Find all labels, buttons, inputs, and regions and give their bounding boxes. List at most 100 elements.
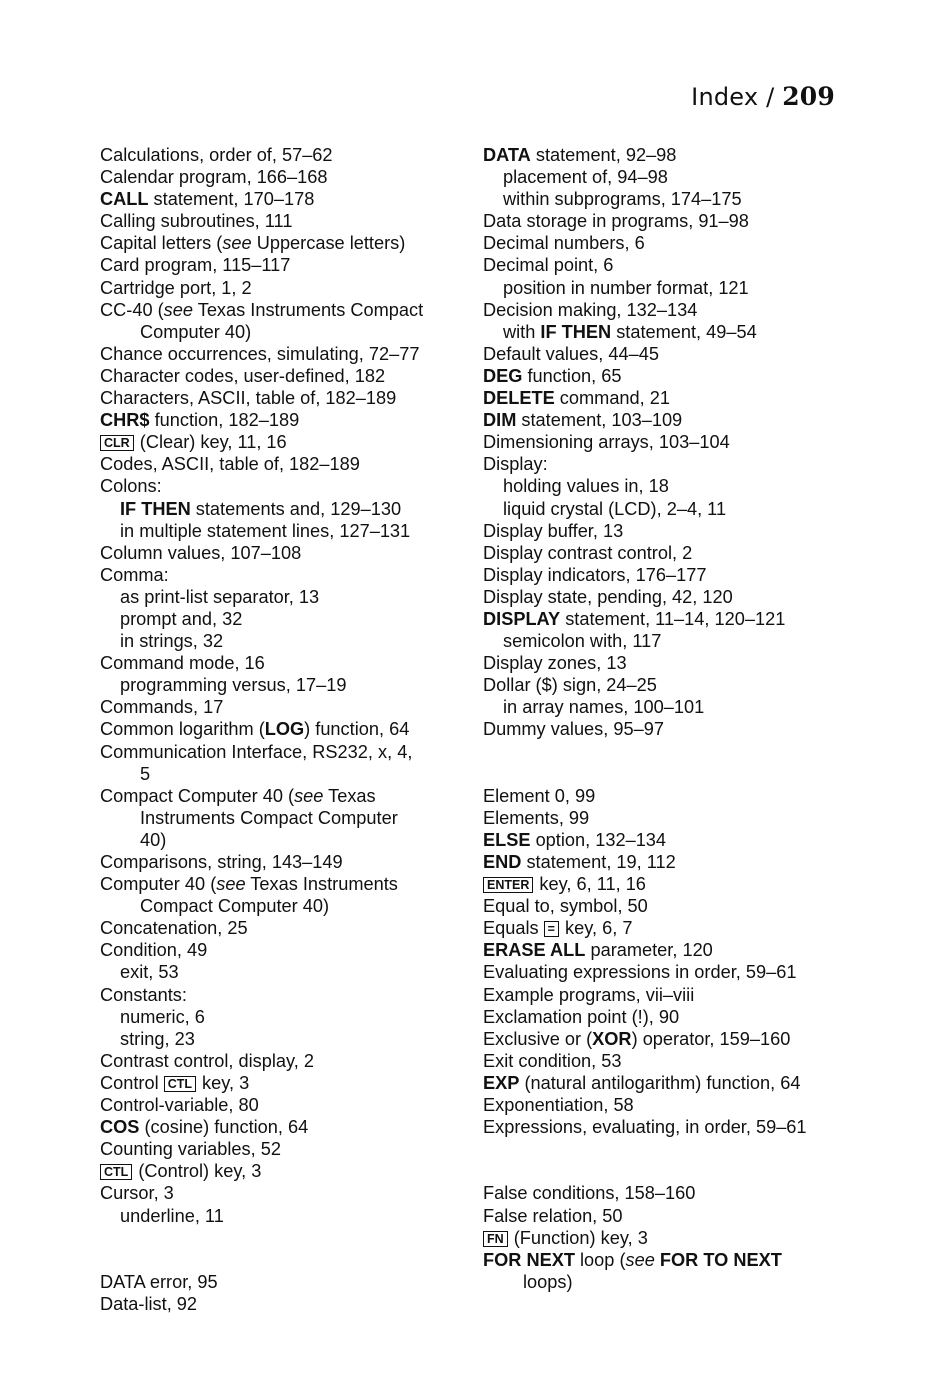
entry-text: Dummy values, 95–97 <box>483 719 664 740</box>
entry-text: Element 0, 99 <box>483 785 596 806</box>
entry-text: Exit condition, 53 <box>483 1050 622 1071</box>
entry-text: Display state, pending, 42, 120 <box>483 586 733 607</box>
index-subentry: programming versus, 17–19 <box>100 674 423 696</box>
entry-text: key, 6, 11, 16 <box>534 874 646 895</box>
index-subentry: as print-list separator, 13 <box>100 586 423 608</box>
index-entry: Cartridge port, 1, 2 <box>100 277 423 299</box>
entry-text: Display indicators, 176–177 <box>483 564 707 585</box>
entry-text: Colons: <box>100 476 162 497</box>
entry-text: semicolon with, 117 <box>503 631 662 652</box>
index-entry: CALL statement, 170–178 <box>100 188 423 210</box>
entry-text: (Function) key, 3 <box>508 1227 648 1248</box>
key-cap-icon: = <box>543 921 559 938</box>
entry-text: Counting variables, 52 <box>100 1139 281 1160</box>
running-header: Index / 209 <box>691 82 835 111</box>
index-entry: Exclamation point (!), 90 <box>483 1006 807 1028</box>
entry-text: in strings, 32 <box>120 631 224 652</box>
index-entry: FN (Function) key, 3 <box>483 1227 807 1249</box>
key-cap-icon: ENTER <box>483 877 534 894</box>
entry-text: loops) <box>523 1271 573 1292</box>
entry-text: function, 65 <box>522 365 622 386</box>
keyword-text: FOR TO NEXT <box>659 1249 782 1270</box>
entry-text: Texas <box>323 785 376 806</box>
entry-text: option, 132–134 <box>530 829 667 850</box>
index-entry: Codes, ASCII, table of, 182–189 <box>100 453 423 475</box>
entry-text: Decimal numbers, 6 <box>483 233 645 254</box>
index-entry: FOR NEXT loop (see FOR TO NEXT <box>483 1249 807 1271</box>
keyword-text: DEG <box>483 365 523 386</box>
index-entry: Display indicators, 176–177 <box>483 564 807 586</box>
keyword-text: COS <box>100 1117 140 1138</box>
index-entry: Element 0, 99 <box>483 785 807 807</box>
index-entry: DISPLAY statement, 11–14, 120–121 <box>483 608 807 630</box>
index-entry: CC-40 (see Texas Instruments Compact <box>100 299 423 321</box>
index-entry: Decision making, 132–134 <box>483 299 807 321</box>
keyword-text: DELETE <box>483 388 555 409</box>
entry-text: statement, 103–109 <box>516 410 683 431</box>
entry-text: Computer 40) <box>140 321 252 342</box>
entry-text: function, 182–189 <box>149 410 300 431</box>
index-entry: Dollar ($) sign, 24–25 <box>483 674 807 696</box>
keyword-text: EXP <box>483 1072 520 1093</box>
entry-text: Equals <box>483 918 544 939</box>
entry-text: Communication Interface, RS232, x, 4, <box>100 741 413 762</box>
entry-text: with <box>503 321 541 342</box>
entry-text: Characters, ASCII, table of, 182–189 <box>100 388 397 409</box>
index-entry: Compact Computer 40 (see Texas <box>100 785 423 807</box>
index-entry: DATA error, 95 <box>100 1271 423 1293</box>
see-reference-text: see <box>294 785 324 806</box>
index-entry: Display: <box>483 453 807 475</box>
index-letter-group: DATA error, 95 Data-list, 92 <box>100 1271 423 1315</box>
index-entry: Calculations, order of, 57–62 <box>100 144 423 166</box>
entry-text: Character codes, user-defined, 182 <box>100 365 386 386</box>
entry-text: DATA error, 95 <box>100 1271 218 1292</box>
index-entry: Character codes, user-defined, 182 <box>100 365 423 387</box>
index-subentry: string, 23 <box>100 1028 423 1050</box>
entry-text: Compact Computer 40 ( <box>100 785 295 806</box>
see-reference-text: see <box>216 874 246 895</box>
index-entry: Display buffer, 13 <box>483 520 807 542</box>
index-entry: Concatenation, 25 <box>100 917 423 939</box>
entry-text: liquid crystal (LCD), 2–4, 11 <box>503 498 727 519</box>
index-entry: Commands, 17 <box>100 696 423 718</box>
index-entry: ENTER key, 6, 11, 16 <box>483 873 807 895</box>
index-subentry: underline, 11 <box>100 1205 423 1227</box>
entry-text: Column values, 107–108 <box>100 542 302 563</box>
entry-text: Common logarithm ( <box>100 719 265 740</box>
index-entry: CLR (Clear) key, 11, 16 <box>100 431 423 453</box>
index-entry: ELSE option, 132–134 <box>483 829 807 851</box>
index-subentry: within subprograms, 174–175 <box>483 188 807 210</box>
entry-text: (natural antilogarithm) function, 64 <box>519 1072 801 1093</box>
index-entry: Communication Interface, RS232, x, 4, <box>100 741 423 763</box>
entry-text: as print-list separator, 13 <box>120 586 320 607</box>
entry-text: in array names, 100–101 <box>503 697 705 718</box>
entry-text: Display zones, 13 <box>483 653 627 674</box>
entry-text: Control-variable, 80 <box>100 1095 259 1116</box>
index-subentry: numeric, 6 <box>100 1006 423 1028</box>
keyword-text: END <box>483 852 522 872</box>
entry-text: prompt and, 32 <box>120 608 243 629</box>
entry-text: in multiple statement lines, 127–131 <box>120 520 411 541</box>
index-entry: Decimal numbers, 6 <box>483 232 807 254</box>
index-entry: Control-variable, 80 <box>100 1094 423 1116</box>
entry-text: Condition, 49 <box>100 940 208 961</box>
index-subentry: prompt and, 32 <box>100 608 423 630</box>
keyword-text: CHR$ <box>100 410 150 431</box>
index-entry: Decimal point, 6 <box>483 254 807 276</box>
entry-text: key, 3 <box>197 1072 250 1093</box>
entry-text: statement, 11–14, 120–121 <box>560 608 786 629</box>
keyword-text: IF THEN <box>120 498 191 519</box>
entry-text: exit, 53 <box>120 962 179 983</box>
index-entry: Dimensioning arrays, 103–104 <box>483 431 807 453</box>
index-letter-group: False conditions, 158–160 False relation,… <box>483 1182 807 1292</box>
header-label: Index / <box>691 83 775 111</box>
key-cap-icon: CLR <box>100 435 134 452</box>
entry-text: Calendar program, 166–168 <box>100 167 328 188</box>
entry-text: Default values, 44–45 <box>483 343 659 364</box>
entry-text: (cosine) function, 64 <box>139 1117 309 1138</box>
keyword-text: DATA <box>483 145 531 165</box>
page-number: 209 <box>782 82 835 111</box>
index-entry: DELETE command, 21 <box>483 387 807 409</box>
index-entry: DATA statement, 92–98 <box>483 144 807 166</box>
entry-text: Texas Instruments Compact <box>193 299 424 320</box>
